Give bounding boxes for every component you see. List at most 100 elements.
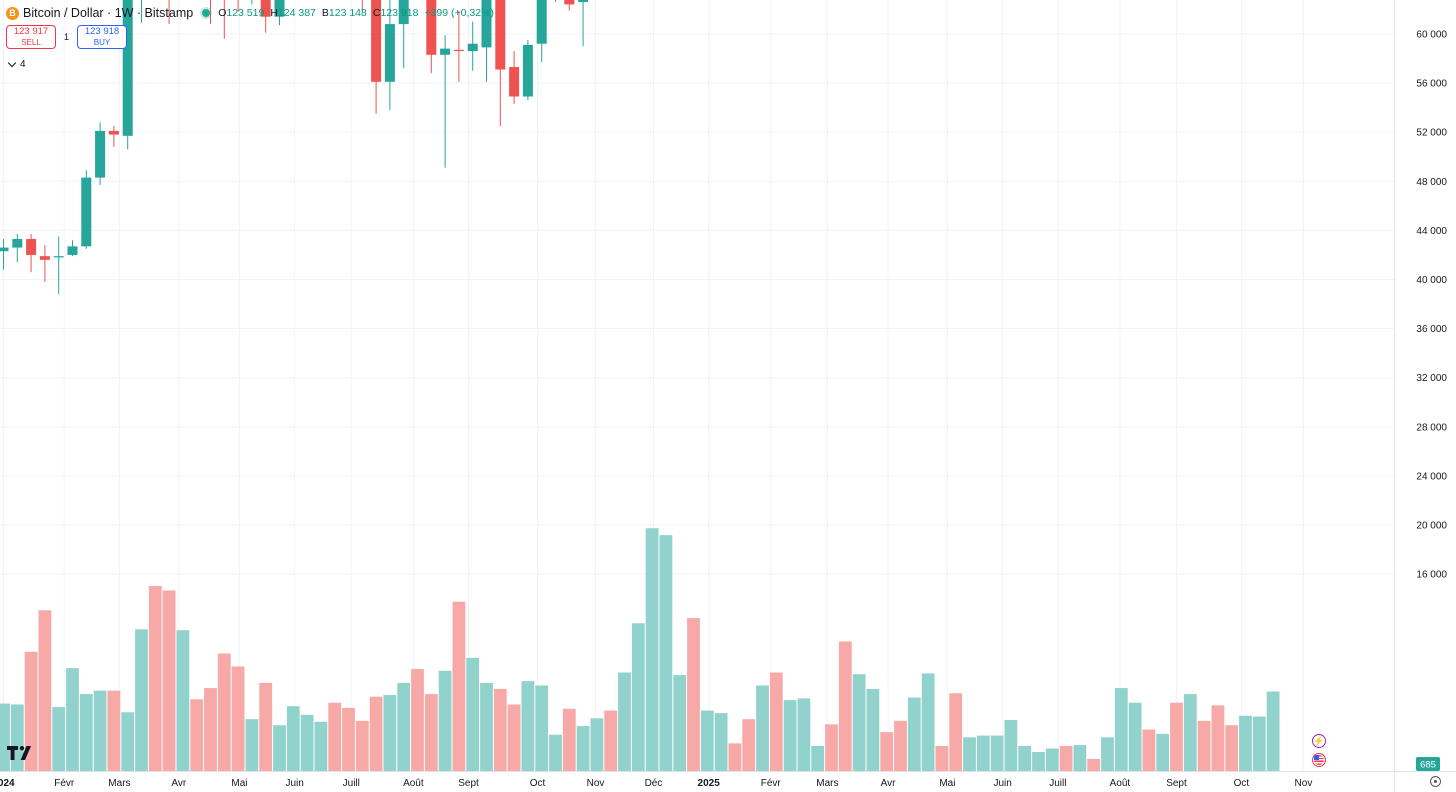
volume-bar — [466, 657, 480, 771]
x-tick-label: Avr — [881, 778, 896, 789]
volume-bar — [673, 675, 687, 771]
candle-body — [481, 0, 492, 48]
volume-bar — [231, 666, 245, 771]
x-tick-label: Juill — [1049, 778, 1066, 789]
volume-bar — [618, 672, 631, 771]
volume-bar — [562, 708, 576, 771]
x-tick-label: Mai — [231, 778, 247, 789]
volume-bar — [976, 735, 990, 771]
buy-button[interactable]: 123 918 BUY — [77, 25, 128, 49]
volume-bar — [204, 688, 217, 771]
x-tick-label: Févr — [761, 778, 782, 789]
volume-bar — [217, 653, 231, 771]
candle-body — [95, 130, 106, 178]
volume-bar — [176, 630, 190, 771]
x-tick-label: Déc — [645, 778, 663, 789]
volume-bar — [1225, 725, 1239, 771]
close-value: 123 918 — [380, 7, 419, 19]
spread-value: 1 — [64, 32, 70, 42]
x-tick-label: Juin — [286, 778, 304, 789]
candle-body — [426, 0, 437, 55]
volume-bar — [245, 719, 259, 771]
y-tick-label: 44 000 — [1416, 226, 1447, 237]
volume-bar — [1197, 720, 1211, 771]
volume-bar — [1114, 688, 1128, 771]
sell-price: 123 917 — [13, 26, 49, 37]
volume-bar — [480, 682, 493, 771]
candle-body — [108, 130, 119, 135]
sell-label: SELL — [21, 38, 41, 47]
volume-bar — [604, 710, 618, 771]
indicators-toggle-button[interactable]: 4 — [6, 57, 30, 71]
volume-bar — [825, 724, 838, 771]
volume-bar — [935, 745, 949, 771]
volume-bar — [700, 710, 714, 771]
volume-bar — [424, 694, 438, 771]
low-value: 123 148 — [328, 7, 367, 19]
x-tick-label: Oct — [1234, 778, 1250, 789]
volume-bar — [521, 681, 535, 771]
x-tick-label: 2025 — [698, 778, 721, 789]
volume-bar — [273, 725, 286, 771]
volume-bar — [852, 674, 866, 771]
volume-bar — [1170, 702, 1183, 771]
candle-body — [67, 246, 78, 255]
volume-bar — [1101, 737, 1114, 771]
volume-bar — [1183, 694, 1197, 771]
settings-gear-icon[interactable] — [1430, 776, 1441, 787]
volume-bar — [963, 737, 976, 771]
volume-bar — [576, 726, 590, 771]
volume-bar — [0, 703, 10, 771]
candle-body — [122, 0, 133, 136]
lightning-icon[interactable]: ⚡ — [1312, 734, 1326, 748]
volume-bar — [687, 618, 700, 771]
y-tick-label: 60 000 — [1416, 29, 1447, 40]
volume-bar — [438, 670, 452, 771]
candle-body — [467, 43, 478, 52]
volume-bar — [645, 528, 659, 771]
volume-bar — [121, 712, 135, 771]
volume-bar — [383, 694, 397, 771]
buy-label: BUY — [93, 38, 111, 47]
x-tick-label: 2024 — [0, 778, 15, 789]
volume-bar — [838, 641, 852, 771]
candle-body — [371, 0, 382, 82]
volume-bar — [783, 700, 797, 771]
change-value: +399 (+0,32%) — [424, 7, 494, 19]
volume-bar — [300, 714, 314, 771]
x-tick-label: Oct — [530, 778, 546, 789]
symbol-title[interactable]: Bitcoin / Dollar · 1W · Bitstamp — [23, 6, 194, 20]
y-tick-label: 56 000 — [1416, 79, 1447, 90]
volume-bar — [949, 693, 963, 771]
volume-bar — [1156, 733, 1170, 771]
volume-bar — [52, 707, 66, 771]
x-tick-label: Mai — [939, 778, 955, 789]
volume-bar — [811, 745, 825, 771]
volume-bar — [921, 673, 935, 771]
candle-body — [274, 0, 285, 17]
volume-bar — [397, 682, 411, 771]
volume-bar — [1211, 705, 1225, 771]
candle-body — [260, 0, 271, 17]
volume-bar — [24, 651, 38, 771]
volume-bar — [659, 535, 673, 771]
volume-badge — [1416, 757, 1440, 771]
volume-bar — [66, 668, 79, 771]
volume-bar — [259, 682, 273, 771]
volume-bar — [507, 704, 521, 771]
us-flag-icon[interactable] — [1312, 753, 1326, 767]
y-tick-label: 40 000 — [1416, 275, 1447, 286]
volume-bar — [590, 718, 604, 771]
volume-bar — [10, 704, 24, 771]
tradingview-logo-icon[interactable] — [7, 746, 35, 760]
sell-button[interactable]: 123 917 SELL — [6, 25, 56, 49]
volume-bar — [328, 702, 342, 771]
candle-body — [495, 0, 506, 70]
y-tick-label: 48 000 — [1416, 177, 1447, 188]
volume-bar — [493, 688, 507, 771]
x-tick-label: Août — [1110, 778, 1131, 789]
volume-bar — [880, 732, 894, 771]
candle-body — [522, 44, 533, 97]
candle-body — [536, 0, 547, 44]
